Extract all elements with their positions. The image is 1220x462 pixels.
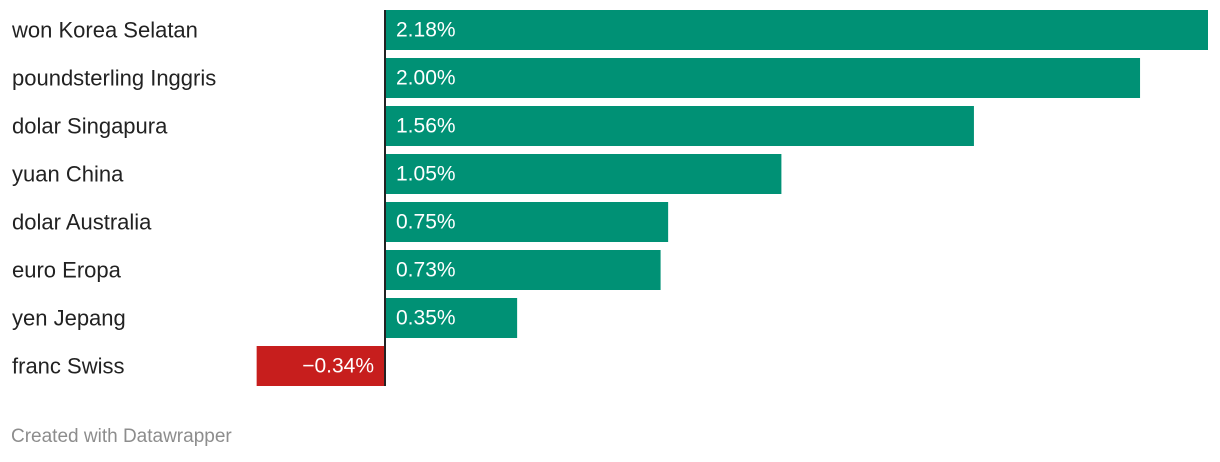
bar (386, 154, 782, 194)
bar (386, 10, 1208, 50)
bar-value-label: 2.18% (396, 19, 456, 42)
category-label: euro Eropa (12, 258, 122, 283)
value-labels: 2.18% 2.00% 1.56% 1.05% 0.75% 0.73% 0.35% −0.34… (302, 19, 455, 378)
bar-value-label: 0.73% (396, 259, 456, 282)
category-label: franc Swiss (12, 354, 124, 379)
bar-value-label: 0.75% (396, 211, 456, 234)
bar (386, 58, 1141, 98)
category-label: yuan China (12, 162, 124, 187)
bar-value-label: 1.56% (396, 115, 456, 138)
category-label: poundsterling Inggris (12, 66, 216, 91)
bar-value-label: 2.00% (396, 67, 456, 90)
footer-credit: Created with Datawrapper (11, 426, 232, 447)
category-label: dolar Singapura (12, 114, 168, 139)
category-label: won Korea Selatan (11, 18, 198, 43)
bar (256, 346, 385, 386)
bar-value-label: 1.05% (396, 163, 456, 186)
bar-value-label: 0.35% (396, 307, 456, 330)
category-label: yen Jepang (12, 306, 126, 331)
category-labels: won Korea Selatan poundsterling Inggris do… (11, 18, 216, 379)
bar-value-label: −0.34% (302, 355, 374, 378)
bar (386, 298, 518, 338)
bar (386, 250, 661, 290)
bar (386, 106, 974, 146)
bar (386, 202, 669, 242)
bars (256, 10, 1208, 386)
category-label: dolar Australia (12, 210, 152, 235)
